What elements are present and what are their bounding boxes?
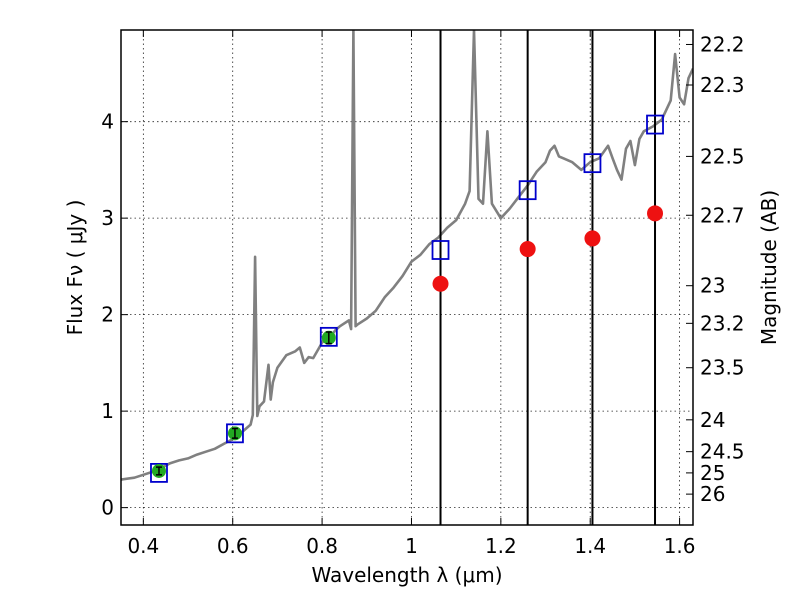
right-tick-label: 24 xyxy=(700,408,725,432)
photometry-markers xyxy=(150,114,664,483)
plot-frame xyxy=(120,29,694,526)
x-tick-label: 0.4 xyxy=(127,534,159,558)
y-tick-label: 2 xyxy=(101,303,114,327)
predicted-point xyxy=(647,205,664,222)
right-tick-label: 23 xyxy=(700,274,725,298)
template-box-marker xyxy=(319,326,338,347)
right-tick-label: 25 xyxy=(700,461,725,485)
x-tick-label: 1.6 xyxy=(664,534,696,558)
right-axis-label: Magnitude (AB) xyxy=(757,190,781,345)
right-tick-label: 24.5 xyxy=(700,440,745,464)
template-box-marker xyxy=(226,423,244,444)
x-tick-label: 0.8 xyxy=(306,534,338,558)
y-tick-label: 0 xyxy=(101,496,114,520)
y-tick-label: 4 xyxy=(101,110,114,134)
predicted-point xyxy=(584,230,601,247)
x-axis-label: Wavelength λ (μm) xyxy=(311,563,502,587)
axis-ticks: 0.4 0.6 0.8 1 1.2 1.4 1.60123422.222.322.522.7… xyxy=(101,30,745,558)
template-box-marker xyxy=(583,153,602,174)
x-tick-label: 0.6 xyxy=(217,534,249,558)
right-tick-label: 23.2 xyxy=(700,311,745,335)
template-box-marker xyxy=(518,180,537,201)
x-tick-label: 1.2 xyxy=(485,534,517,558)
right-tick-label: 22.5 xyxy=(700,144,745,168)
predicted-point xyxy=(432,275,449,292)
y-tick-label: 3 xyxy=(101,206,114,230)
y-axis-label: Flux Fν ( μJy ) xyxy=(63,200,87,336)
right-tick-label: 22.3 xyxy=(700,73,745,97)
right-tick-label: 26 xyxy=(700,482,725,506)
spectrum-series xyxy=(121,30,693,481)
right-tick-label: 22.2 xyxy=(700,32,745,56)
right-tick-label: 23.5 xyxy=(700,356,745,380)
template-box-marker xyxy=(646,114,664,135)
y-tick-label: 1 xyxy=(101,399,114,423)
x-tick-label: 1 xyxy=(405,534,418,558)
grid-lines xyxy=(121,30,693,525)
predicted-point xyxy=(519,241,536,258)
template-box-marker xyxy=(431,240,450,260)
x-tick-label: 1.4 xyxy=(574,534,606,558)
template-box-marker xyxy=(150,462,168,483)
spectrum-line xyxy=(121,30,693,481)
right-tick-label: 22.7 xyxy=(700,203,745,227)
